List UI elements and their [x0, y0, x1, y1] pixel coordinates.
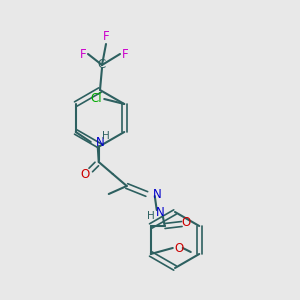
Text: C: C: [98, 58, 106, 71]
Text: O: O: [80, 167, 89, 181]
Text: N: N: [155, 206, 164, 220]
Text: N: N: [96, 136, 104, 148]
Text: F: F: [122, 47, 128, 61]
Text: H: H: [147, 211, 154, 221]
Text: F: F: [103, 31, 109, 44]
Text: O: O: [174, 242, 183, 254]
Text: Cl: Cl: [90, 92, 102, 106]
Text: H: H: [102, 131, 110, 141]
Text: N: N: [153, 188, 161, 200]
Text: O: O: [181, 215, 190, 229]
Text: F: F: [80, 47, 86, 61]
